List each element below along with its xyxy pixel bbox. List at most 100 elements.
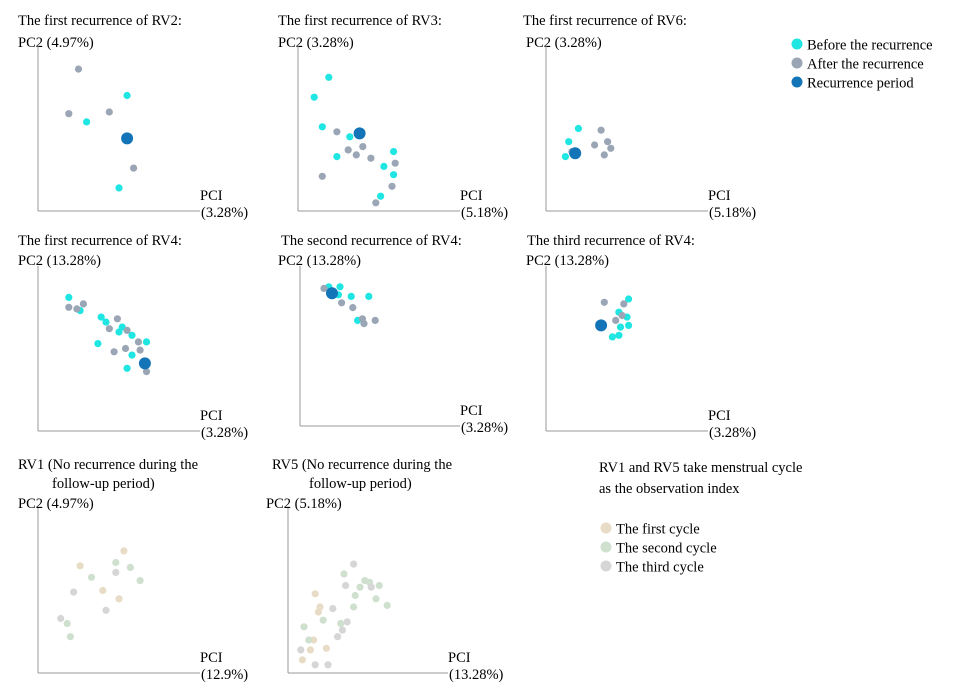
data-point-after [344,146,352,154]
data-point-after [612,316,620,324]
data-point-before [333,153,341,161]
data-point-before [94,340,102,348]
legend-recurrence: Before the recurrence After the recurrenc… [791,38,933,92]
data-point-before [608,333,617,341]
data-point-before [115,328,123,336]
panel-title: RV1 (No recurrence during the [18,457,198,473]
legend-cycles: RV1 and RV5 take menstrual cycle as the o… [599,460,802,576]
panel-title: The first recurrence of RV2: [18,13,182,29]
x-axis-label-percent: (3.28%) [201,205,248,221]
data-point-before [615,331,623,339]
data-point-after [130,164,138,172]
data-point-before [347,292,355,300]
data-point-before [625,321,633,329]
legend-label: Recurrence period [807,76,914,92]
x-axis-label: PCI [460,403,483,419]
data-point-before [310,93,318,101]
data-point-before [123,364,131,372]
data-point-period [121,132,134,145]
data-point-cycle2 [87,573,96,581]
data-point-after [123,326,131,334]
x-axis-label: PCI [460,188,483,204]
data-point-after [359,143,367,151]
data-point-cycle2 [63,619,71,628]
data-point-cycle3 [343,618,351,626]
data-point-after [121,344,130,353]
data-point-before [390,171,398,179]
legend-marker-cycle2 [600,541,612,553]
legend-label: After the recurrence [807,57,924,73]
data-point-cycle2 [383,601,391,610]
data-point-after [620,300,628,308]
data-point-after [73,305,81,313]
data-point-cycle1 [76,562,84,570]
legend-label: The first cycle [616,522,700,538]
data-point-after [604,138,612,146]
scatter-panel-3: The first recurrence of RV6: PC2 (3.28%) P… [523,13,756,221]
x-axis-label-percent: (13.28%) [449,667,504,683]
data-point-before [102,318,110,326]
data-point-before [128,331,136,339]
data-point-after [333,128,341,136]
data-point-cycle1 [115,595,123,603]
x-axis-label-percent: (3.28%) [201,425,248,441]
data-point-after [338,299,346,307]
data-point-after [597,126,605,134]
data-point-cycle3 [57,614,65,623]
data-point-after [320,284,328,292]
x-axis-label-percent: (5.18%) [461,205,508,221]
data-point-cycle1 [322,644,330,652]
y-axis-label: PC2 (13.28%) [278,253,361,269]
data-point-before [325,73,333,81]
scatter-panel-4: The first recurrence of RV4: PC2 (13.28%)… [18,233,248,441]
panel-title: The second recurrence of RV4: [281,233,462,249]
data-point-after [607,144,615,152]
data-point-before [336,283,344,291]
data-point-before [565,138,573,146]
data-point-before [574,124,583,133]
data-point-period [353,127,366,140]
data-point-after [591,141,599,149]
data-point-cycle3 [311,661,319,669]
y-axis-label: PC2 (5.18%) [266,496,342,512]
data-point-before [377,192,385,200]
panel-title: The first recurrence of RV4: [18,233,182,249]
data-point-cycle2 [136,577,144,585]
data-point-before [380,162,388,170]
data-point-after [388,182,396,190]
data-point-cycle1 [311,590,319,598]
data-point-cycle3 [70,588,78,596]
data-point-before [97,313,105,321]
x-axis-label: PCI [708,188,731,204]
data-point-cycle3 [112,568,120,577]
y-axis-label: PC2 (3.28%) [526,35,602,51]
legend-note-line2: as the observation index [599,481,740,497]
data-point-after [600,298,608,306]
data-point-cycle3 [338,626,346,634]
data-point-cycle2 [372,595,380,603]
data-point-period [138,357,151,370]
scatter-panel-5: The second recurrence of RV4: PC2 (13.28%… [278,233,508,436]
y-axis-label: PC2 (3.28%) [278,35,354,51]
legend-marker-after [791,57,803,69]
data-point-before [390,148,398,156]
data-point-cycle3 [334,633,342,641]
data-point-after [360,320,368,328]
data-point-cycle2 [356,583,364,591]
legend-marker-cycle3 [600,560,612,572]
data-point-cycle3 [350,560,358,568]
data-point-after [65,110,73,118]
data-point-after [105,325,113,333]
data-point-cycle2 [361,577,369,585]
data-point-cycle2 [305,636,313,644]
panel-title: follow-up period) [52,476,155,492]
data-point-cycle1 [120,547,128,555]
data-point-cycle2 [300,623,308,631]
x-axis-label: PCI [200,650,223,666]
x-axis-label-percent: (3.28%) [709,425,756,441]
data-point-after [318,172,326,180]
data-point-after [600,151,608,159]
x-axis-label: PCI [200,408,223,424]
data-point-after [372,199,380,207]
